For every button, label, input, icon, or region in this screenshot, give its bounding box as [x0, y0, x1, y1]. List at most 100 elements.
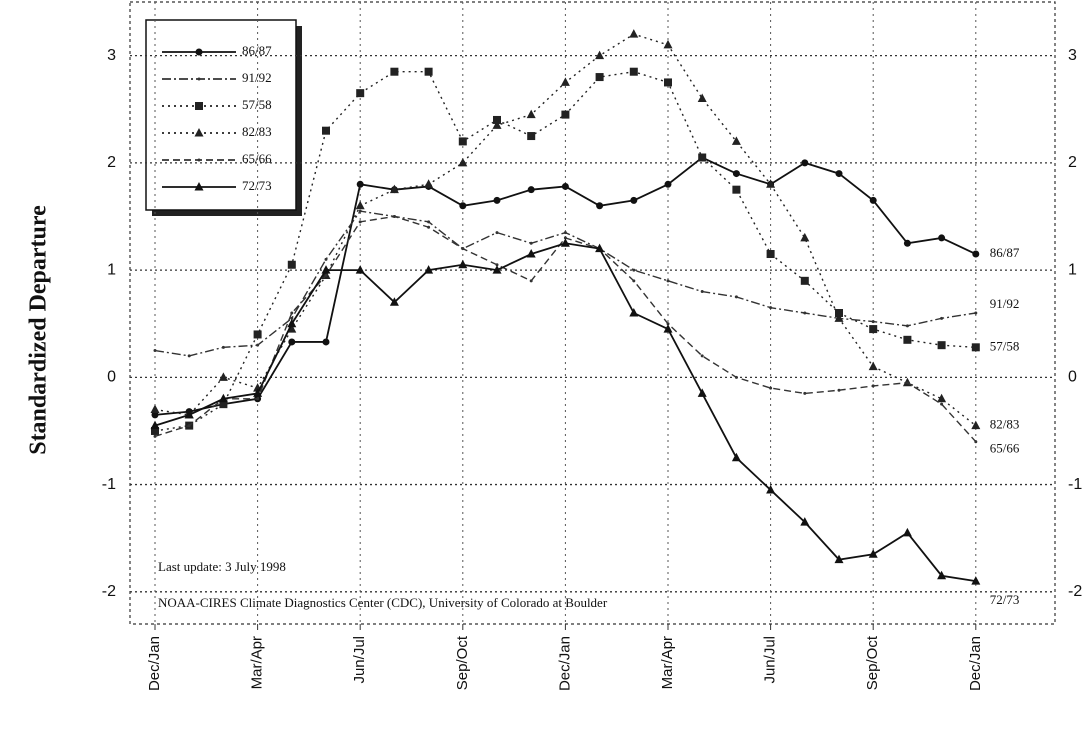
point [800, 517, 810, 526]
point [972, 250, 980, 258]
point [495, 231, 499, 235]
series-end-label: 72/73 [990, 592, 1020, 607]
legend: 86/87 91/92 57/58 82/83 65/66 72/73 [162, 43, 272, 193]
x-tick-label: Dec/Jan [967, 636, 984, 691]
x-tick-label: Sep/Oct [454, 635, 471, 690]
point [663, 39, 673, 49]
point [732, 170, 740, 178]
point [529, 241, 533, 245]
point [937, 570, 947, 580]
point [459, 202, 467, 210]
point [902, 527, 912, 537]
point [666, 322, 670, 326]
point [253, 330, 262, 339]
point [187, 354, 191, 358]
y-tick-label-right: -1 [1068, 476, 1082, 493]
point [253, 388, 263, 397]
y-tick-label-right: 2 [1068, 154, 1077, 171]
x-tick-label: Dec/Jan [556, 636, 573, 691]
point [732, 185, 741, 194]
point [700, 354, 704, 358]
point [392, 214, 396, 218]
point [563, 236, 567, 240]
y-tick-label-right: 1 [1068, 261, 1077, 278]
point [837, 388, 841, 392]
point [938, 234, 946, 242]
x-tick-label: Jun/Jul [351, 636, 368, 684]
point [526, 249, 536, 258]
point [529, 279, 533, 283]
series-line [154, 215, 977, 443]
point [971, 343, 980, 352]
point [492, 120, 502, 129]
y-tick-label: -2 [102, 583, 116, 600]
point [595, 243, 605, 253]
point [801, 159, 809, 167]
point [629, 67, 638, 76]
point [940, 316, 944, 320]
point [197, 158, 201, 162]
point [458, 259, 468, 269]
point [195, 48, 203, 56]
point [187, 424, 191, 428]
point [461, 247, 465, 251]
y-tick-label: -1 [102, 476, 116, 493]
point [287, 324, 297, 333]
point [427, 220, 431, 224]
point [834, 554, 844, 564]
point [427, 225, 431, 229]
point [424, 265, 434, 274]
x-tick-label: Dec/Jan [146, 636, 163, 691]
point [561, 110, 570, 119]
point [287, 260, 296, 269]
point [290, 316, 294, 320]
point [629, 29, 639, 38]
point [151, 426, 159, 435]
point [734, 375, 738, 379]
point [734, 295, 738, 299]
point [194, 182, 204, 191]
x-tick-label: Mar/Apr [659, 636, 676, 689]
point [424, 67, 433, 76]
point [940, 402, 944, 406]
point [322, 338, 330, 346]
y-tick-label-right: -2 [1068, 583, 1082, 600]
point [937, 341, 946, 350]
point [218, 372, 228, 381]
legend-label: 91/92 [242, 70, 272, 85]
point [458, 157, 468, 167]
point [835, 170, 843, 178]
point [218, 393, 228, 403]
point [355, 265, 365, 274]
point [596, 202, 604, 210]
point [629, 308, 639, 317]
point [495, 263, 499, 267]
point [527, 132, 536, 141]
y-tick-label: 3 [107, 47, 116, 64]
point [356, 89, 365, 98]
point [493, 115, 501, 124]
point [219, 400, 228, 409]
point [290, 311, 294, 315]
y-tick-label-right: 0 [1068, 369, 1077, 386]
point [835, 309, 843, 317]
point [632, 268, 636, 272]
point [769, 306, 773, 310]
x-tick-label: Mar/Apr [249, 636, 266, 689]
series-end-label: 82/83 [990, 417, 1020, 432]
point [766, 484, 776, 494]
y-tick-label-right: 3 [1068, 47, 1077, 64]
point [184, 409, 194, 419]
point [151, 411, 159, 419]
point [766, 179, 776, 188]
point [800, 276, 809, 285]
point [905, 381, 909, 385]
point [197, 77, 201, 81]
point [630, 196, 638, 204]
point [595, 73, 604, 82]
series-end-label: 57/58 [990, 338, 1020, 353]
point [974, 440, 978, 444]
y-tick-label: 1 [107, 261, 116, 278]
point [731, 136, 741, 145]
point [903, 335, 912, 344]
